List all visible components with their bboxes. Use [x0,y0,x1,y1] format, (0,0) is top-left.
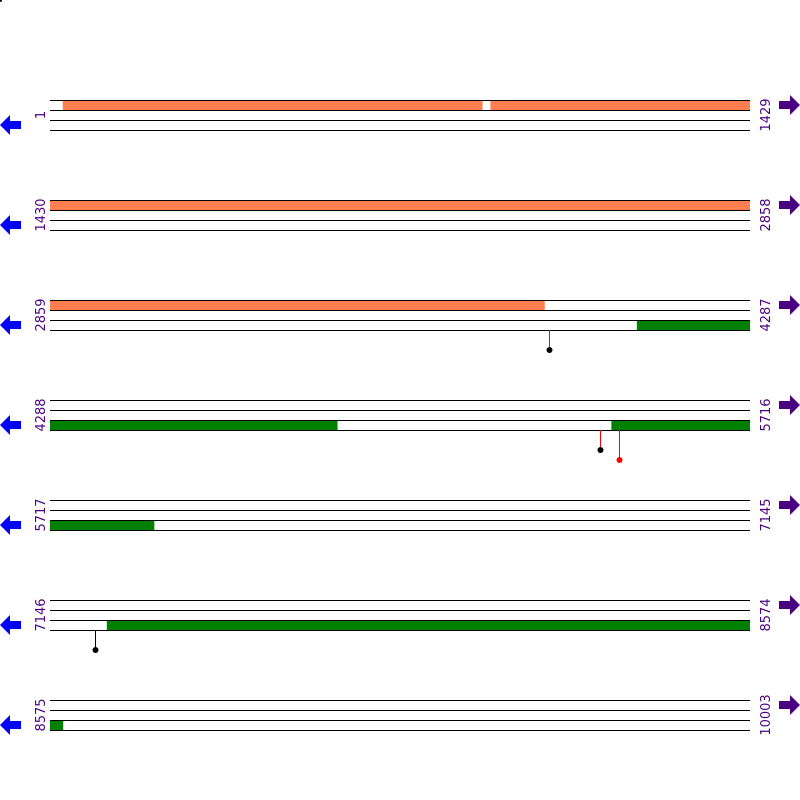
start-position-label: 7146 [34,598,49,631]
reverse-feature-bar[interactable] [50,420,338,430]
sequence-row: 1 1429 [0,95,800,135]
start-position-label: 1430 [34,198,49,231]
arrow-left-icon[interactable] [0,515,21,535]
sequence-row: 4288 5716 [0,395,800,463]
arrow-right-icon[interactable] [779,95,800,115]
reverse-feature-bar[interactable] [50,520,155,530]
marker-dot[interactable] [92,647,99,653]
forward-feature-bar[interactable] [50,200,750,210]
sequence-row: 1430 2858 [0,195,800,235]
arrow-left-icon[interactable] [0,715,21,735]
arrow-right-icon[interactable] [779,595,800,615]
end-position-label: 8574 [759,598,774,631]
sequence-row: 7146 8574 [0,595,800,653]
marker-dot[interactable] [616,457,623,463]
end-position-label: 2858 [759,198,774,231]
arrow-right-icon[interactable] [779,395,800,415]
sequence-row: 2859 4287 [0,295,800,353]
marker-dot[interactable] [546,347,553,353]
arrow-left-icon[interactable] [0,215,21,235]
marker-dot[interactable] [597,447,604,453]
start-position-label: 5717 [34,498,49,531]
sequence-row: 5717 7145 [0,495,800,535]
forward-feature-bar[interactable] [62,100,483,110]
arrow-left-icon[interactable] [0,115,21,135]
corner-dot [0,0,2,2]
start-position-label: 4288 [34,398,49,431]
start-position-label: 2859 [34,298,49,331]
sequence-row: 8575 10003 [0,694,800,736]
start-position-label: 1 [34,111,49,119]
reverse-feature-bar[interactable] [611,420,750,430]
end-position-label: 10003 [759,694,774,735]
end-position-label: 7145 [759,498,774,531]
arrow-right-icon[interactable] [779,195,800,215]
reverse-feature-bar[interactable] [106,620,751,630]
start-position-label: 8575 [34,698,49,731]
end-position-label: 4287 [759,298,774,331]
arrow-left-icon[interactable] [0,615,21,635]
forward-feature-bar[interactable] [490,100,750,110]
arrow-right-icon[interactable] [779,695,800,715]
arrow-left-icon[interactable] [0,315,21,335]
reverse-feature-bar[interactable] [636,320,750,330]
forward-feature-bar[interactable] [50,300,545,310]
arrow-right-icon[interactable] [779,495,800,515]
reverse-feature-bar[interactable] [50,720,64,730]
arrow-left-icon[interactable] [0,415,21,435]
arrow-right-icon[interactable] [779,295,800,315]
end-position-label: 1429 [759,98,774,131]
end-position-label: 5716 [759,398,774,431]
